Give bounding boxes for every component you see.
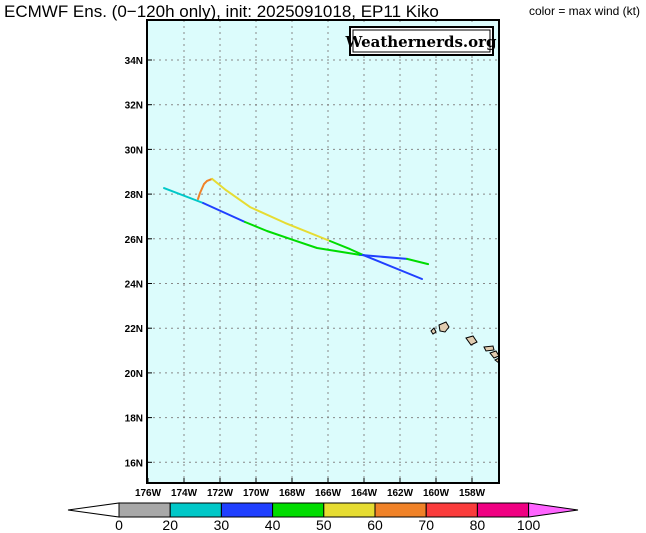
watermark-box: Weathernerds.org [344, 26, 497, 56]
colorbar-label: 40 [265, 517, 281, 533]
lat-tick-label: 26N [125, 235, 143, 246]
island-kauai [438, 321, 450, 333]
colorbar-label: 50 [316, 517, 332, 533]
colorbar-label: 30 [214, 517, 230, 533]
track-segment-member-a [244, 221, 361, 256]
colorbar-bin [169, 502, 222, 518]
lon-tick-label: 174W [171, 488, 198, 499]
colorbar-bin [323, 502, 376, 518]
track-segment-member-a [202, 202, 246, 223]
colorbar-bin [374, 502, 427, 518]
colorbar-bin [118, 502, 171, 518]
lat-tick-label: 18N [125, 414, 143, 425]
lon-tick-label: 170W [243, 488, 270, 499]
track-segment-member-a [406, 257, 430, 266]
colorbar-over-arrow [528, 502, 579, 518]
lon-tick-label: 158W [459, 488, 486, 499]
colorbar-bin [220, 502, 274, 518]
lat-tick-label: 16N [125, 458, 143, 469]
colorbar-label: 60 [367, 517, 383, 533]
map-ocean [147, 20, 499, 483]
lon-tick-label: 172W [207, 488, 234, 499]
lat-tick-label: 30N [125, 145, 143, 156]
track-segment-member-a [359, 253, 408, 260]
track-segment-member-b [197, 177, 214, 200]
lat-tick-label: 32N [125, 101, 143, 112]
colorbar-label: 70 [418, 517, 434, 533]
color-legend-caption: color = max wind (kt) [529, 4, 640, 18]
lat-tick-label: 22N [125, 324, 143, 335]
island-niihau [430, 327, 437, 335]
lon-tick-label: 166W [315, 488, 342, 499]
colorbar-under-arrow [67, 502, 120, 518]
lat-tick-label: 24N [125, 280, 143, 291]
axis-ticks: 176W 174W 172W 170W 168W 166W 164W 162W 160W 158W… [125, 56, 486, 499]
colorbar-bin [425, 502, 478, 518]
colorbar-bin [476, 502, 530, 518]
track-segment-member-b [211, 177, 331, 242]
colorbar-label: 0 [115, 517, 123, 533]
colorbar-label: 20 [162, 517, 178, 533]
map-frame [146, 19, 500, 484]
lat-tick-label: 28N [125, 190, 143, 201]
lat-tick-label: 34N [125, 56, 143, 67]
watermark-text: Weathernerds.org [344, 33, 497, 51]
island-oahu [465, 335, 478, 346]
colorbar-bin [272, 502, 325, 518]
lon-tick-label: 160W [423, 488, 450, 499]
track-segment-member-b [329, 240, 364, 256]
figure-title: ECMWF Ens. (0−120h only), init: 20250910… [4, 2, 439, 21]
colorbar-label: 100 [517, 517, 541, 533]
track-segment-member-b [361, 253, 423, 280]
ensemble-tracks [163, 177, 430, 280]
lon-tick-label: 162W [387, 488, 414, 499]
track-segment-member-a [163, 187, 205, 204]
lat-tick-label: 20N [125, 369, 143, 380]
island-molokai [483, 345, 495, 352]
lon-tick-label: 168W [279, 488, 306, 499]
lon-tick-label: 164W [351, 488, 378, 499]
colorbar-label: 80 [470, 517, 486, 533]
lon-tick-label: 176W [135, 488, 162, 499]
colorbar: 0 20 30 40 50 60 70 80 100 [67, 502, 579, 533]
